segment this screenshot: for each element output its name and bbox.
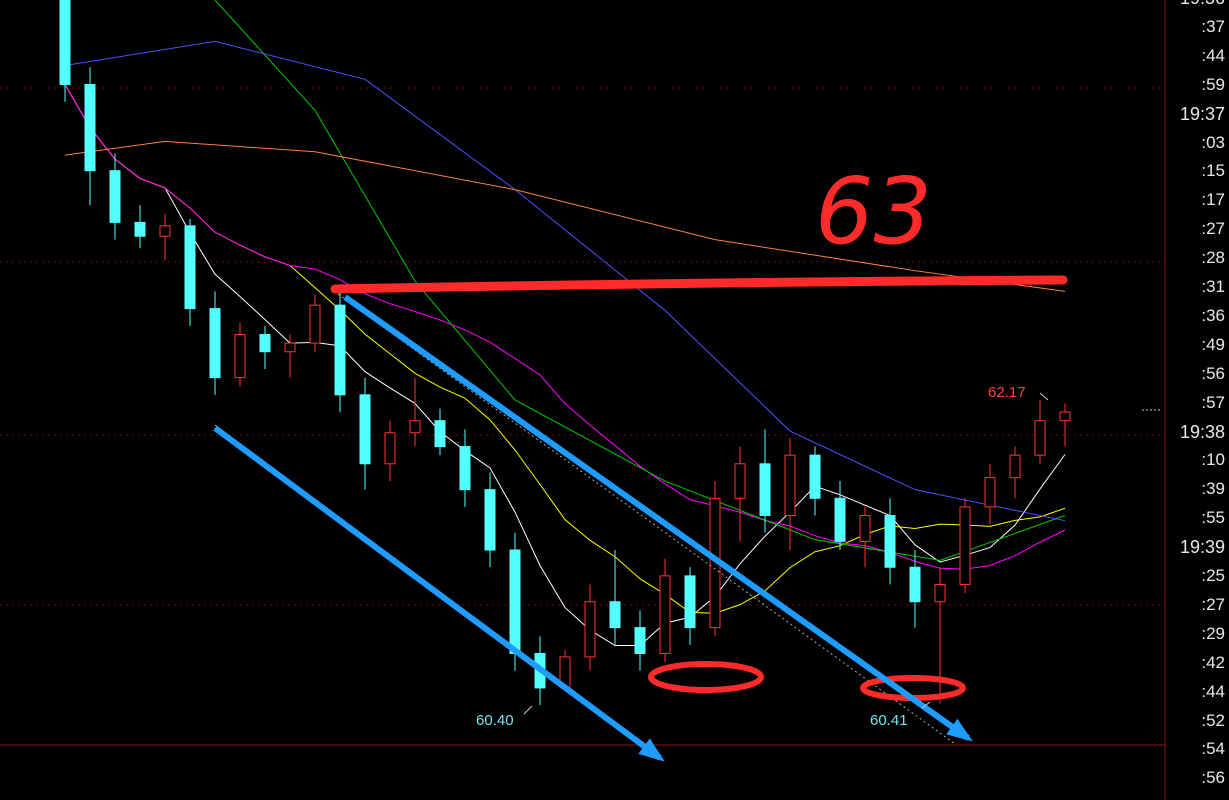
pointer-icon xyxy=(921,701,931,709)
candle-down xyxy=(209,308,221,379)
time-axis-label: :37 xyxy=(1201,16,1225,36)
candle-up xyxy=(234,333,246,379)
resistance-line xyxy=(330,275,1068,294)
time-axis-label: :39 xyxy=(1201,479,1225,499)
time-axis-label: :27 xyxy=(1201,219,1225,239)
time-axis-label: :15 xyxy=(1201,161,1225,181)
candle-down xyxy=(184,225,196,310)
time-axis-label: 19:36 xyxy=(1180,0,1225,8)
candle-up xyxy=(1059,411,1071,422)
candle-up xyxy=(409,420,421,434)
time-axis-label: :52 xyxy=(1201,710,1225,730)
time-axis-label: :27 xyxy=(1201,594,1225,614)
time-axis-label: :57 xyxy=(1201,392,1225,412)
time-axis-label: :10 xyxy=(1201,450,1225,470)
candle-down xyxy=(909,566,921,603)
time-axis-label: :56 xyxy=(1201,768,1225,788)
time-axis-label: 19:37 xyxy=(1179,103,1225,124)
time-axis-label: :49 xyxy=(1201,334,1225,354)
arrow-head-icon xyxy=(946,718,973,742)
pointer-icon xyxy=(523,705,533,715)
time-axis-label: :56 xyxy=(1201,363,1225,383)
time-axis-label: :55 xyxy=(1201,508,1225,528)
low-price-label-2: 60.41 xyxy=(870,712,908,729)
candle-down xyxy=(759,463,771,517)
candle-down xyxy=(634,627,646,654)
candle-down xyxy=(684,575,696,629)
candle-down xyxy=(459,446,471,491)
candle-down xyxy=(259,333,271,353)
channel-dotted-line xyxy=(337,293,956,745)
high-price-label: 62.17 xyxy=(988,384,1026,401)
candle-up xyxy=(309,304,321,344)
time-axis-label: :29 xyxy=(1201,623,1225,643)
low-price-label-1: 60.40 xyxy=(476,712,514,729)
moving-average-line xyxy=(64,40,1066,522)
candle-down xyxy=(809,454,821,499)
resistance-label: 63 xyxy=(815,158,932,265)
time-axis-label: :28 xyxy=(1201,248,1225,268)
candle-down xyxy=(834,497,846,542)
time-axis-label: :17 xyxy=(1201,190,1225,210)
candle-down xyxy=(109,170,121,223)
candle-up xyxy=(584,601,596,658)
support-circle xyxy=(648,661,764,693)
candle-up xyxy=(984,477,996,508)
candle-up xyxy=(784,454,796,517)
trend-arrow xyxy=(343,294,970,741)
candle-down xyxy=(884,515,896,568)
time-axis-label: :54 xyxy=(1201,739,1225,759)
candle-up xyxy=(159,225,171,237)
time-axis-label: :03 xyxy=(1201,132,1225,152)
candle-down xyxy=(334,304,346,396)
trend-arrow xyxy=(213,425,662,761)
candle-down xyxy=(434,420,446,448)
time-axis-label: 19:38 xyxy=(1179,421,1225,442)
candle-up xyxy=(284,342,296,353)
candle-up xyxy=(384,432,396,465)
candle-up xyxy=(1034,420,1046,456)
candle-down xyxy=(359,394,371,465)
candle-down xyxy=(134,221,146,237)
candle-down xyxy=(84,83,96,172)
candle-up xyxy=(859,515,871,542)
time-axis-label: :44 xyxy=(1201,681,1225,701)
candle-up xyxy=(659,575,671,654)
time-axis-label: 19:39 xyxy=(1179,537,1225,558)
moving-average-line xyxy=(64,140,1066,292)
candle-down xyxy=(509,549,521,654)
time-axis-label: :31 xyxy=(1201,277,1225,296)
candle-down xyxy=(59,0,71,85)
time-axis-label: :36 xyxy=(1201,305,1225,325)
time-axis-label: :42 xyxy=(1201,652,1225,672)
time-axis-label: :44 xyxy=(1201,45,1225,65)
moving-average-line xyxy=(64,84,1066,570)
time-axis-label: :25 xyxy=(1201,566,1225,585)
time-axis-label: :59 xyxy=(1201,74,1225,94)
moving-average-line xyxy=(214,0,1066,561)
pointer-icon xyxy=(1039,392,1049,401)
candle-down xyxy=(609,601,621,629)
moving-average-line xyxy=(64,84,1066,647)
support-circle xyxy=(860,675,966,701)
candle-up xyxy=(959,506,971,585)
candle-down xyxy=(484,489,496,551)
candle-up xyxy=(1009,454,1021,479)
arrow-head-icon xyxy=(638,738,665,762)
candle-up xyxy=(934,583,946,603)
candle-up xyxy=(734,463,746,499)
